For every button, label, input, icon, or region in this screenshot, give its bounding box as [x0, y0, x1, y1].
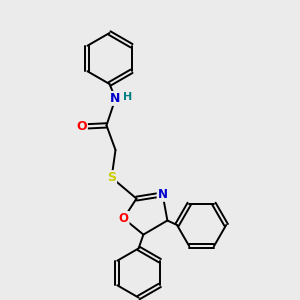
Text: N: N [158, 188, 168, 201]
Text: O: O [76, 120, 87, 133]
Text: S: S [107, 171, 116, 184]
Text: O: O [118, 212, 129, 225]
Text: H: H [124, 92, 133, 103]
Text: N: N [110, 92, 121, 105]
